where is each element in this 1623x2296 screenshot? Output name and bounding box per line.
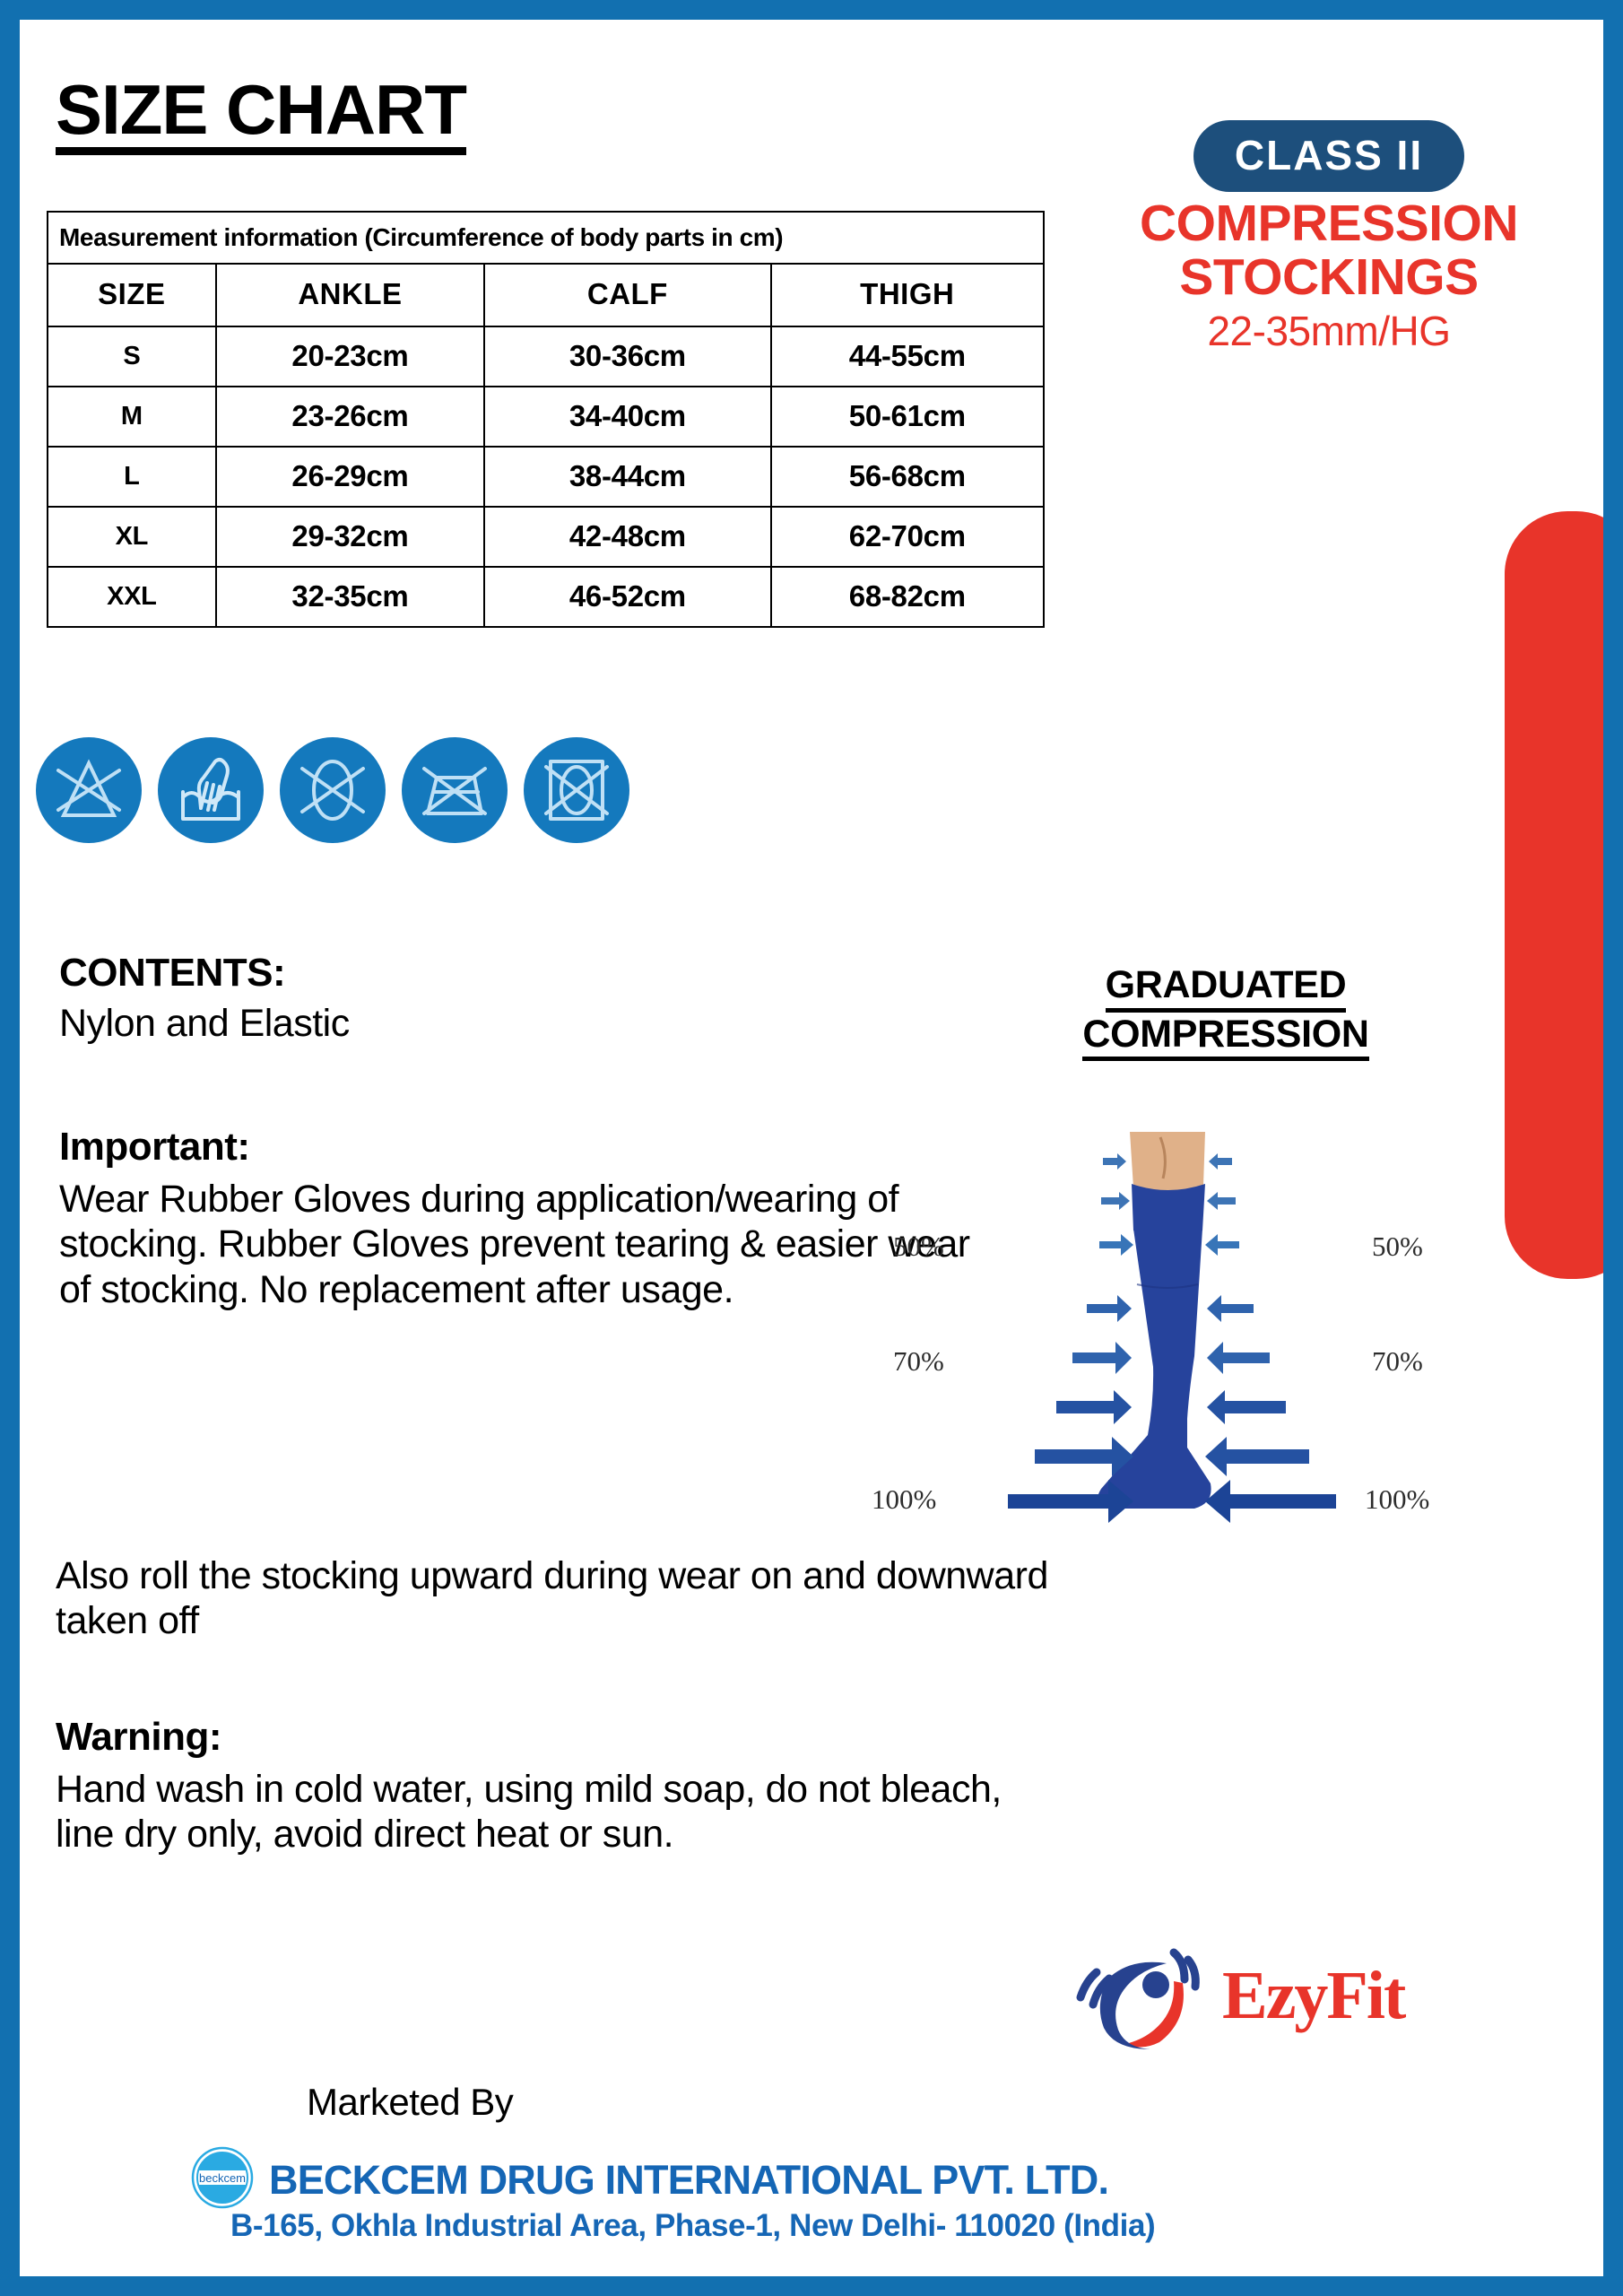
brand-logo: EzyFit — [1073, 1937, 1522, 2054]
col-header-thigh: THIGH — [769, 263, 1046, 327]
compression-label-left-100: 100% — [872, 1483, 937, 1515]
cell-thigh: 56-68cm — [769, 446, 1046, 508]
contents-heading: CONTENTS: — [59, 951, 286, 995]
table-row: M 23-26cm 34-40cm 50-61cm — [47, 386, 1046, 448]
cell-calf: 34-40cm — [483, 386, 772, 448]
table-caption: Measurement information (Circumference o… — [47, 211, 1045, 265]
table-header-row: SIZE ANKLE CALF THIGH — [47, 263, 1046, 327]
compression-label-left-70: 70% — [893, 1345, 944, 1377]
company-address: B-165, Okhla Industrial Area, Phase-1, N… — [230, 2208, 1156, 2243]
status-badge: CLASS II — [1193, 120, 1465, 192]
product-name-line2: STOCKINGS — [1179, 248, 1479, 307]
col-header-calf: CALF — [483, 263, 772, 327]
marketed-by-label: Marketed By — [307, 2081, 514, 2123]
graduated-heading-line1: GRADUATED — [1105, 963, 1347, 1013]
care-symbols — [36, 737, 629, 843]
product-header: CLASS II COMPRESSION STOCKINGS 22-35mm/H… — [1078, 120, 1580, 355]
cell-thigh: 68-82cm — [769, 566, 1046, 628]
pressure-rating: 22-35mm/HG — [1207, 308, 1451, 355]
cell-calf: 46-52cm — [483, 566, 772, 628]
warning-section: Warning: Hand wash in cold water, using … — [56, 1715, 1042, 1857]
contents-value: Nylon and Elastic — [59, 1002, 350, 1045]
brand-name: EzyFit — [1222, 1957, 1406, 2033]
table-row: XL 29-32cm 42-48cm 62-70cm — [47, 506, 1046, 568]
graduated-compression-diagram: 50% 70% 100% 50% 70% 100% — [872, 1132, 1517, 1544]
product-name-line1: COMPRESSION — [1139, 195, 1519, 252]
warning-body: Hand wash in cold water, using mild soap… — [56, 1768, 1002, 1857]
cell-thigh: 44-55cm — [769, 326, 1046, 387]
cell-ankle: 29-32cm — [214, 506, 486, 568]
cell-thigh: 50-61cm — [769, 386, 1046, 448]
cell-thigh: 62-70cm — [769, 506, 1046, 568]
company-name: BECKCEM DRUG INTERNATIONAL PVT. LTD. — [269, 2156, 1109, 2203]
table-row: L 26-29cm 38-44cm 56-68cm — [47, 446, 1046, 508]
compression-label-right-50: 50% — [1372, 1231, 1423, 1262]
table-row: XXL 32-35cm 46-52cm 68-82cm — [47, 566, 1046, 628]
important-body: Wear Rubber Gloves during application/we… — [59, 1178, 970, 1311]
company-row: beckcem BECKCEM DRUG INTERNATIONAL PVT. … — [190, 2145, 1109, 2214]
cell-calf: 38-44cm — [483, 446, 772, 508]
cell-ankle: 20-23cm — [214, 326, 486, 387]
contents-section: CONTENTS: Nylon and Elastic — [59, 951, 974, 1046]
page-card: SIZE CHART CLASS II COMPRESSION STOCKING… — [20, 20, 1603, 2276]
compression-label-right-100: 100% — [1365, 1483, 1430, 1515]
warning-heading: Warning: — [56, 1715, 222, 1759]
ezyfit-figure-icon — [1073, 1938, 1217, 2054]
cell-ankle: 32-35cm — [214, 566, 486, 628]
do-not-bleach-icon — [36, 737, 142, 843]
important-heading: Important: — [59, 1125, 250, 1169]
size-table: Measurement information (Circumference o… — [47, 211, 1046, 628]
cell-size: M — [47, 386, 217, 448]
cell-ankle: 23-26cm — [214, 386, 486, 448]
do-not-iron-icon — [402, 737, 508, 843]
page-title: SIZE CHART — [56, 74, 467, 156]
do-not-tumble-dry-icon — [280, 737, 386, 843]
table-caption-row: Measurement information (Circumference o… — [47, 211, 1045, 265]
graduated-heading-line2: COMPRESSION — [1082, 1013, 1369, 1062]
compression-label-right-70: 70% — [1372, 1345, 1423, 1377]
cell-calf: 42-48cm — [483, 506, 772, 568]
beckcem-logo-icon: beckcem — [190, 2145, 255, 2214]
hand-wash-icon — [158, 737, 264, 843]
roll-note: Also roll the stocking upward during wea… — [56, 1554, 1048, 1643]
do-not-dry-clean-icon — [524, 737, 629, 843]
cell-size: XXL — [47, 566, 217, 628]
cell-ankle: 26-29cm — [214, 446, 486, 508]
table-row: S 20-23cm 30-36cm 44-55cm — [47, 326, 1046, 387]
cell-size: XL — [47, 506, 217, 568]
cell-size: L — [47, 446, 217, 508]
cell-size: S — [47, 326, 217, 387]
col-header-size: SIZE — [47, 263, 217, 327]
red-accent-tab — [1505, 511, 1603, 1279]
compression-label-left-50: 50% — [893, 1231, 944, 1262]
col-header-ankle: ANKLE — [214, 263, 486, 327]
graduated-compression-heading: GRADUATED COMPRESSION — [1015, 963, 1436, 1062]
svg-text:beckcem: beckcem — [199, 2171, 246, 2185]
cell-calf: 30-36cm — [483, 326, 772, 387]
important-section: Important: Wear Rubber Gloves during app… — [59, 1125, 1001, 1312]
